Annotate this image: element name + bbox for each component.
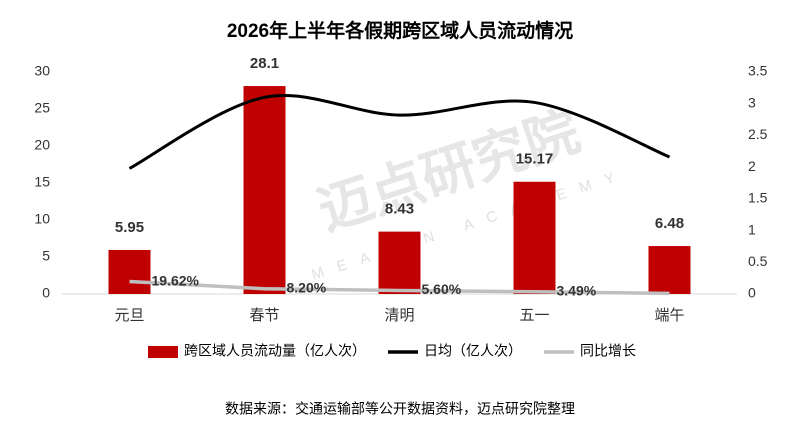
data-label: 8.43 (385, 201, 414, 218)
chart-title: 2026年上半年各假期跨区域人员流动情况 (227, 19, 573, 42)
bar (378, 231, 421, 294)
y-tick-label: 25 (34, 100, 50, 116)
legend-label: 跨区域人员流动量（亿人次） (184, 343, 366, 359)
y2-tick-label: 3 (748, 94, 756, 110)
data-label: 8.20% (287, 280, 327, 296)
data-label: 15.17 (516, 151, 554, 168)
legend-label: 日均（亿人次） (424, 343, 522, 359)
y2-tick-label: 0.5 (748, 253, 768, 269)
y-tick-label: 30 (34, 63, 50, 79)
bar (648, 246, 691, 294)
bar (108, 249, 151, 294)
data-label: 3.49% (557, 282, 597, 298)
x-tick-label: 端午 (654, 307, 684, 324)
x-tick-label: 春节 (249, 307, 279, 324)
y2-tick-label: 1.5 (748, 190, 768, 206)
y2-tick-label: 2.5 (748, 126, 768, 142)
y2-tick-label: 2 (748, 158, 756, 174)
source: 数据来源：交通运输部等公开数据资料，迈点研究院整理 (225, 401, 575, 417)
data-label: 28.1 (250, 55, 279, 72)
y-tick-label: 10 (34, 211, 50, 227)
y-tick-label: 5 (42, 248, 50, 264)
legend-label: 同比增长 (580, 343, 636, 359)
legend-swatch (148, 346, 178, 358)
bar (243, 86, 286, 294)
data-label: 5.60% (422, 281, 462, 297)
data-label: 6.48 (655, 215, 684, 232)
y2-tick-label: 3.5 (748, 63, 768, 79)
y-tick-label: 20 (34, 137, 50, 153)
x-tick-label: 清明 (384, 307, 414, 324)
y-tick-label: 0 (42, 285, 50, 301)
data-label: 5.95 (115, 219, 144, 236)
line (129, 279, 670, 296)
x-tick-label: 五一 (519, 307, 549, 324)
line (128, 94, 671, 170)
data-label: 19.62% (152, 272, 200, 288)
bar (513, 181, 556, 294)
y2-tick-label: 0 (748, 285, 756, 301)
x-tick-label: 元旦 (114, 307, 144, 324)
y-tick-label: 15 (34, 174, 50, 190)
y2-tick-label: 1 (748, 221, 756, 237)
